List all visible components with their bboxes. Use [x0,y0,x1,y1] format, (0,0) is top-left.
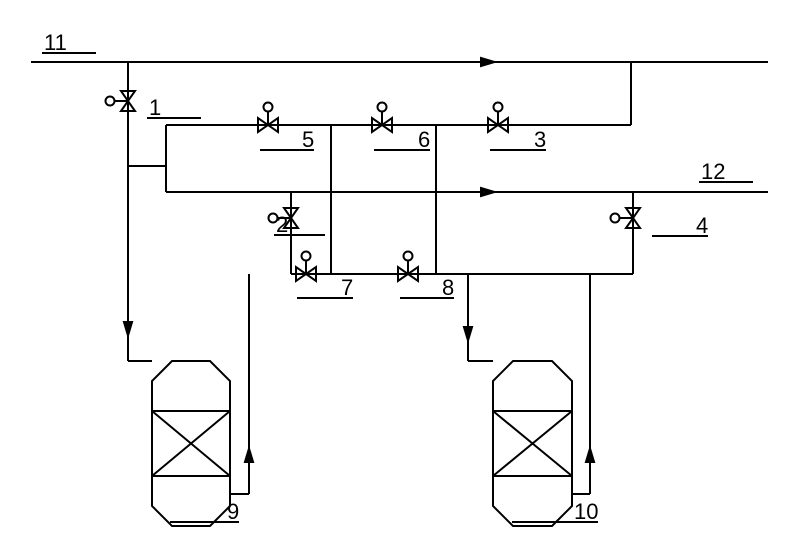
label-l10: 10 [574,499,598,524]
label-l8: 8 [442,275,454,300]
label-l1: 1 [149,95,161,120]
label-l2: 2 [276,212,288,237]
label-l4: 4 [696,213,708,238]
label-l3: 3 [534,127,546,152]
label-l6: 6 [418,127,430,152]
label-l7: 7 [341,275,353,300]
label-l5: 5 [302,127,314,152]
label-l11: 11 [44,30,67,55]
label-l12: 12 [701,159,725,184]
label-l9: 9 [227,499,239,524]
